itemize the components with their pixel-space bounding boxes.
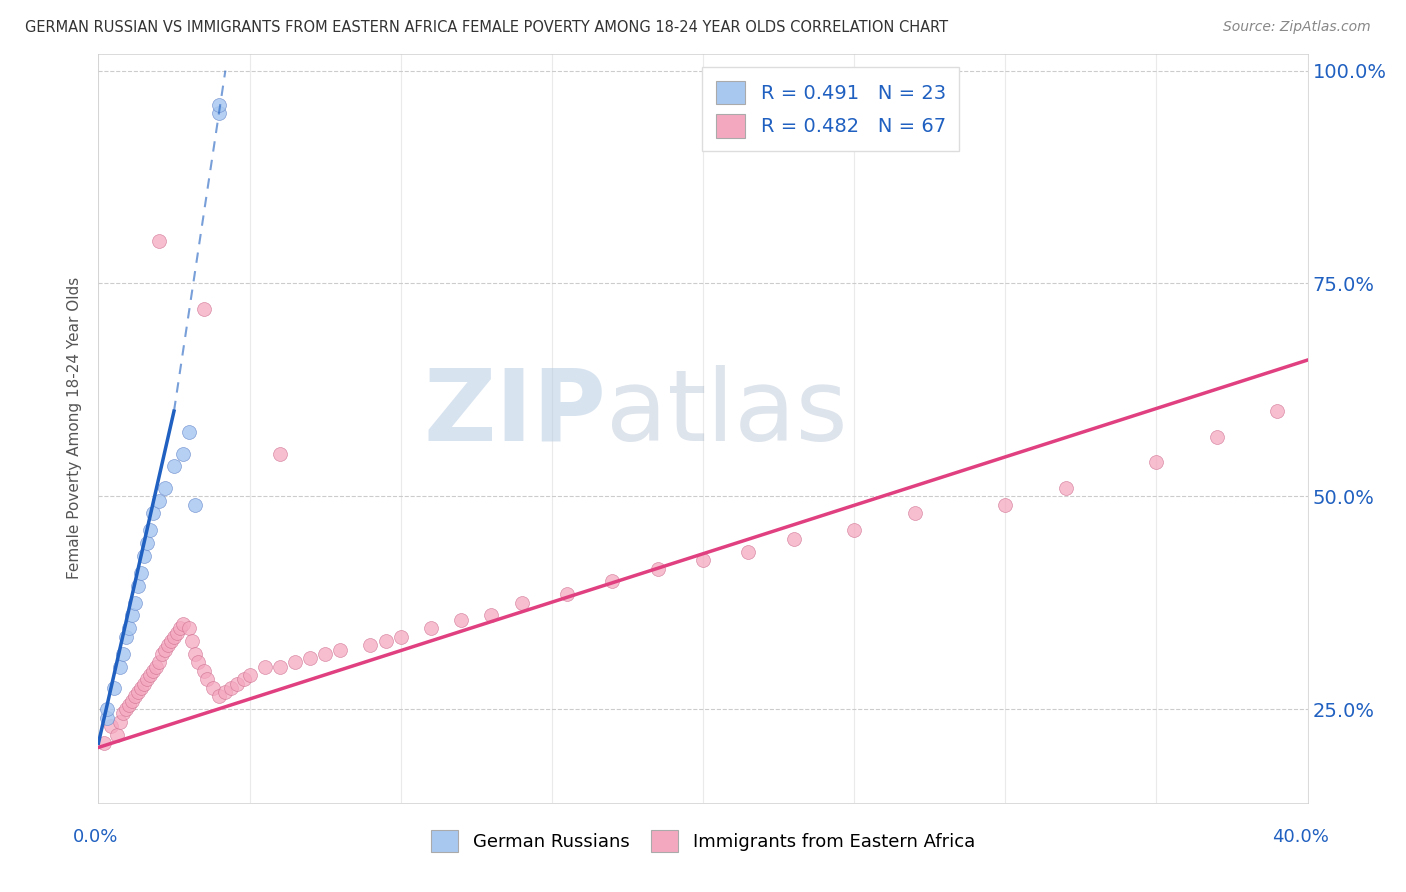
Point bbox=[166, 625, 188, 640]
Point bbox=[1144, 455, 1167, 469]
Point bbox=[135, 673, 157, 687]
Point bbox=[193, 301, 215, 316]
Point bbox=[226, 676, 249, 690]
Point bbox=[195, 673, 218, 687]
Point bbox=[153, 481, 176, 495]
Point bbox=[132, 549, 155, 563]
Point bbox=[139, 668, 162, 682]
Point bbox=[114, 630, 136, 644]
Point bbox=[179, 621, 201, 635]
Point bbox=[193, 664, 215, 678]
Point bbox=[1267, 404, 1289, 418]
Text: 40.0%: 40.0% bbox=[1272, 828, 1329, 846]
Point bbox=[450, 613, 472, 627]
Point bbox=[153, 642, 176, 657]
Point bbox=[172, 617, 194, 632]
Point bbox=[160, 634, 183, 648]
Point bbox=[208, 97, 231, 112]
Point bbox=[994, 498, 1017, 512]
Point bbox=[127, 579, 149, 593]
Point bbox=[114, 702, 136, 716]
Point bbox=[202, 681, 225, 695]
Point bbox=[148, 234, 170, 248]
Point bbox=[142, 664, 165, 678]
Point bbox=[169, 621, 191, 635]
Point bbox=[127, 685, 149, 699]
Point bbox=[783, 532, 806, 546]
Point bbox=[181, 634, 204, 648]
Point bbox=[239, 668, 262, 682]
Point bbox=[481, 608, 503, 623]
Point bbox=[121, 693, 143, 707]
Point bbox=[187, 655, 209, 669]
Point bbox=[647, 562, 669, 576]
Point bbox=[96, 711, 118, 725]
Point bbox=[214, 685, 236, 699]
Point bbox=[360, 638, 382, 652]
Point bbox=[163, 630, 186, 644]
Text: GERMAN RUSSIAN VS IMMIGRANTS FROM EASTERN AFRICA FEMALE POVERTY AMONG 18-24 YEAR: GERMAN RUSSIAN VS IMMIGRANTS FROM EASTER… bbox=[25, 20, 949, 35]
Point bbox=[129, 681, 152, 695]
Legend: R = 0.491   N = 23, R = 0.482   N = 67: R = 0.491 N = 23, R = 0.482 N = 67 bbox=[702, 67, 959, 152]
Point bbox=[314, 647, 336, 661]
Point bbox=[108, 714, 131, 729]
Y-axis label: Female Poverty Among 18-24 Year Olds: Female Poverty Among 18-24 Year Olds bbox=[67, 277, 83, 579]
Text: atlas: atlas bbox=[606, 365, 848, 462]
Point bbox=[163, 459, 186, 474]
Point bbox=[118, 698, 141, 712]
Point bbox=[179, 425, 201, 440]
Point bbox=[232, 673, 254, 687]
Point bbox=[374, 634, 396, 648]
Point bbox=[142, 506, 165, 520]
Point bbox=[108, 659, 131, 673]
Point bbox=[184, 647, 207, 661]
Point bbox=[118, 621, 141, 635]
Point bbox=[111, 647, 134, 661]
Point bbox=[299, 651, 322, 665]
Point bbox=[129, 566, 152, 580]
Point bbox=[124, 596, 146, 610]
Point bbox=[105, 728, 128, 742]
Legend: German Russians, Immigrants from Eastern Africa: German Russians, Immigrants from Eastern… bbox=[422, 821, 984, 861]
Point bbox=[555, 587, 578, 601]
Point bbox=[420, 621, 443, 635]
Point bbox=[139, 524, 162, 538]
Point bbox=[510, 596, 533, 610]
Point bbox=[1206, 430, 1229, 444]
Point bbox=[184, 498, 207, 512]
Point bbox=[103, 681, 125, 695]
Point bbox=[111, 706, 134, 721]
Point bbox=[737, 544, 759, 558]
Point bbox=[253, 659, 276, 673]
Point bbox=[1054, 481, 1077, 495]
Point bbox=[148, 493, 170, 508]
Point bbox=[389, 630, 412, 644]
Point bbox=[208, 106, 231, 120]
Point bbox=[135, 536, 157, 550]
Point bbox=[269, 447, 291, 461]
Point bbox=[148, 655, 170, 669]
Point bbox=[692, 553, 714, 567]
Point bbox=[121, 608, 143, 623]
Text: ZIP: ZIP bbox=[423, 365, 606, 462]
Text: Source: ZipAtlas.com: Source: ZipAtlas.com bbox=[1223, 20, 1371, 34]
Point bbox=[145, 659, 167, 673]
Point bbox=[172, 447, 194, 461]
Point bbox=[156, 638, 179, 652]
Point bbox=[100, 719, 122, 733]
Point bbox=[284, 655, 307, 669]
Point bbox=[93, 736, 115, 750]
Point bbox=[150, 647, 173, 661]
Point bbox=[904, 506, 927, 520]
Point bbox=[602, 574, 624, 589]
Point bbox=[96, 702, 118, 716]
Point bbox=[844, 524, 866, 538]
Point bbox=[132, 676, 155, 690]
Text: 0.0%: 0.0% bbox=[73, 828, 118, 846]
Point bbox=[329, 642, 352, 657]
Point bbox=[269, 659, 291, 673]
Point bbox=[124, 690, 146, 704]
Point bbox=[208, 690, 231, 704]
Point bbox=[221, 681, 243, 695]
